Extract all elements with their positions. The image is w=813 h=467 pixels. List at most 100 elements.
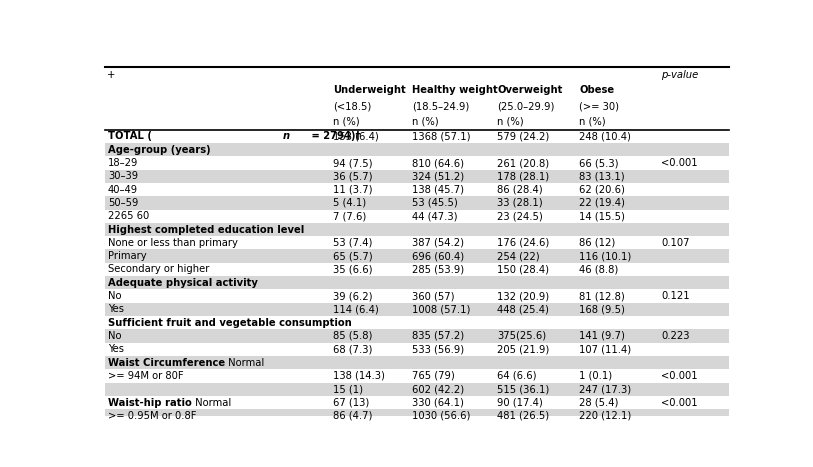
Text: 387 (54.2): 387 (54.2) (412, 238, 464, 248)
Bar (105, 396, 728, 409)
Text: 138 (45.7): 138 (45.7) (412, 184, 464, 195)
Bar (105, 290, 728, 303)
Text: Waist-hip ratio: Waist-hip ratio (108, 397, 192, 408)
Text: 1 (0.1): 1 (0.1) (579, 371, 612, 381)
Text: 30–39: 30–39 (108, 171, 138, 181)
Text: Sufficient fruit and vegetable consumption: Sufficient fruit and vegetable consumpti… (108, 318, 352, 328)
Text: 15 (1): 15 (1) (333, 384, 363, 394)
Text: 94 (7.5): 94 (7.5) (333, 158, 373, 168)
Bar (105, 276, 728, 290)
Text: <0.001: <0.001 (661, 158, 698, 168)
Text: 0.223: 0.223 (661, 331, 689, 341)
Bar (105, 156, 728, 170)
Text: Waist Circumference: Waist Circumference (108, 358, 225, 368)
Text: TOTAL (: TOTAL ( (108, 131, 152, 142)
Bar (105, 196, 728, 210)
Text: 39 (6.2): 39 (6.2) (333, 291, 373, 301)
Text: 254 (22): 254 (22) (498, 251, 540, 261)
Text: 83 (13.1): 83 (13.1) (579, 171, 625, 181)
Text: 62 (20.6): 62 (20.6) (579, 184, 625, 195)
Text: 375(25.6): 375(25.6) (498, 331, 546, 341)
Text: 40–49: 40–49 (108, 184, 138, 195)
Text: Secondary or higher: Secondary or higher (108, 264, 209, 275)
Text: <0.001: <0.001 (661, 397, 698, 408)
Text: 2265 60: 2265 60 (108, 211, 149, 221)
Text: Adequate physical activity: Adequate physical activity (108, 278, 258, 288)
Text: 696 (60.4): 696 (60.4) (412, 251, 464, 261)
Text: 28 (5.4): 28 (5.4) (579, 397, 619, 408)
Text: 53 (45.5): 53 (45.5) (412, 198, 458, 208)
Text: 835 (57.2): 835 (57.2) (412, 331, 464, 341)
Bar (105, 316, 728, 329)
Bar (105, 343, 728, 356)
Text: 141 (9.7): 141 (9.7) (579, 331, 625, 341)
Text: Normal: Normal (225, 358, 264, 368)
Bar (105, 329, 728, 343)
Text: n (%): n (%) (579, 117, 606, 127)
Text: <0.001: <0.001 (661, 371, 698, 381)
Text: 1030 (56.6): 1030 (56.6) (412, 411, 471, 421)
Text: 90 (17.4): 90 (17.4) (498, 397, 543, 408)
Text: 53 (7.4): 53 (7.4) (333, 238, 373, 248)
Bar (105, 263, 728, 276)
Text: Normal: Normal (192, 397, 231, 408)
Text: 602 (42.2): 602 (42.2) (412, 384, 464, 394)
Text: Yes: Yes (108, 304, 124, 314)
Text: 330 (64.1): 330 (64.1) (412, 397, 464, 408)
Text: >= 94M or 80F: >= 94M or 80F (108, 371, 184, 381)
Text: 114 (6.4): 114 (6.4) (333, 304, 379, 314)
Text: n (%): n (%) (412, 117, 439, 127)
Text: 810 (64.6): 810 (64.6) (412, 158, 464, 168)
Text: (25.0–29.9): (25.0–29.9) (498, 101, 554, 111)
Text: 205 (21.9): 205 (21.9) (498, 344, 550, 354)
Text: Highest completed education level: Highest completed education level (108, 225, 304, 234)
Text: (18.5–24.9): (18.5–24.9) (412, 101, 469, 111)
Text: None or less than primary: None or less than primary (108, 238, 237, 248)
Text: 153 (6.4): 153 (6.4) (333, 131, 379, 142)
Bar (105, 236, 728, 249)
Text: 86 (28.4): 86 (28.4) (498, 184, 543, 195)
Bar (105, 130, 728, 143)
Text: 533 (56.9): 533 (56.9) (412, 344, 464, 354)
Text: 33 (28.1): 33 (28.1) (498, 198, 543, 208)
Text: Underweight: Underweight (333, 85, 406, 95)
Text: 481 (26.5): 481 (26.5) (498, 411, 550, 421)
Text: 23 (24.5): 23 (24.5) (498, 211, 543, 221)
Text: 1368 (57.1): 1368 (57.1) (412, 131, 471, 142)
Text: No: No (108, 291, 121, 301)
Bar (105, 210, 728, 223)
Text: 176 (24.6): 176 (24.6) (498, 238, 550, 248)
Text: (<18.5): (<18.5) (333, 101, 372, 111)
Bar (105, 249, 728, 263)
Text: 285 (53.9): 285 (53.9) (412, 264, 464, 275)
Text: Obese: Obese (579, 85, 615, 95)
Text: n: n (283, 131, 289, 142)
Bar (105, 356, 728, 369)
Text: 14 (15.5): 14 (15.5) (579, 211, 625, 221)
Text: 248 (10.4): 248 (10.4) (579, 131, 631, 142)
Text: 64 (6.6): 64 (6.6) (498, 371, 537, 381)
Text: 178 (28.1): 178 (28.1) (498, 171, 550, 181)
Text: 35 (6.6): 35 (6.6) (333, 264, 373, 275)
Text: 81 (12.8): 81 (12.8) (579, 291, 625, 301)
Text: 11 (3.7): 11 (3.7) (333, 184, 373, 195)
Text: >= 0.95M or 0.8F: >= 0.95M or 0.8F (108, 411, 197, 421)
Text: 85 (5.8): 85 (5.8) (333, 331, 373, 341)
Text: 0.121: 0.121 (661, 291, 689, 301)
Text: n (%): n (%) (333, 117, 360, 127)
Text: Yes: Yes (108, 344, 124, 354)
Text: 261 (20.8): 261 (20.8) (498, 158, 550, 168)
Text: 448 (25.4): 448 (25.4) (498, 304, 550, 314)
Text: Overweight: Overweight (498, 85, 563, 95)
Bar (105, 409, 728, 423)
Bar (105, 170, 728, 183)
Text: 324 (51.2): 324 (51.2) (412, 171, 464, 181)
Text: p-value: p-value (661, 70, 698, 80)
Text: 50–59: 50–59 (108, 198, 138, 208)
Text: 515 (36.1): 515 (36.1) (498, 384, 550, 394)
Text: 7 (7.6): 7 (7.6) (333, 211, 367, 221)
Bar (105, 382, 728, 396)
Text: 68 (7.3): 68 (7.3) (333, 344, 373, 354)
Text: 1008 (57.1): 1008 (57.1) (412, 304, 471, 314)
Text: 150 (28.4): 150 (28.4) (498, 264, 550, 275)
